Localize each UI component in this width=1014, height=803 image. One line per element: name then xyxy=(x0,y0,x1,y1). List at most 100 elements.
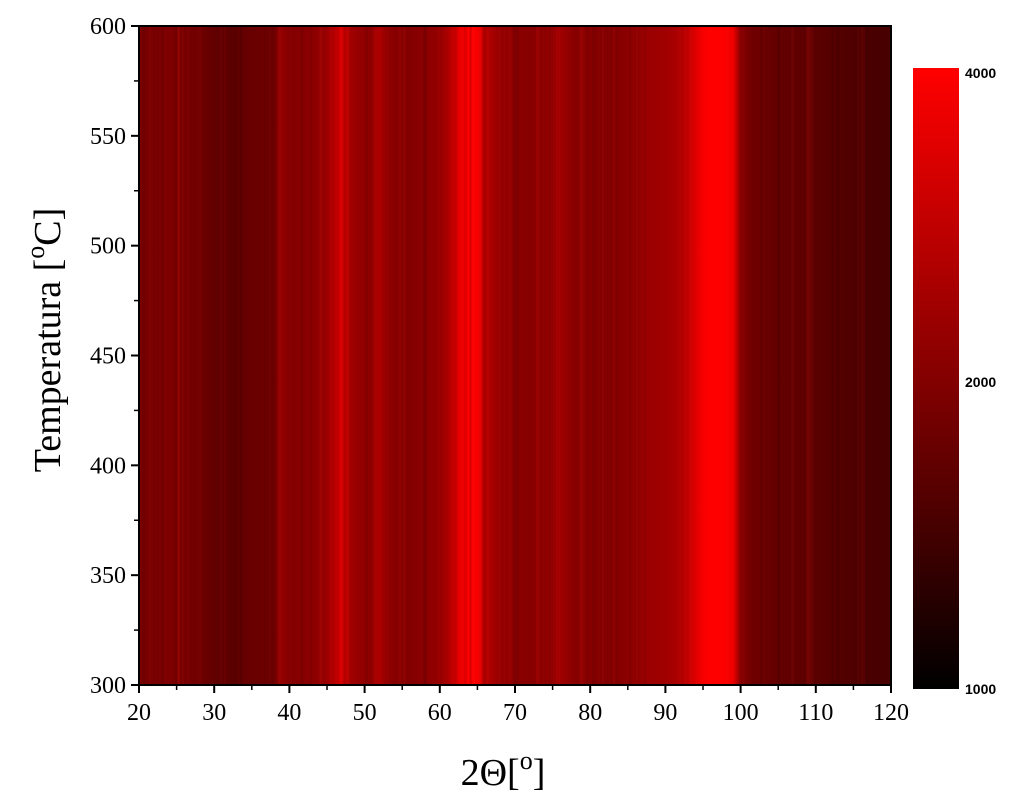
y-axis-title: Temperatura [oC] xyxy=(21,208,69,473)
heatmap-streak xyxy=(477,26,481,685)
heatmap-streak xyxy=(733,26,735,685)
heatmap-streak xyxy=(469,26,473,685)
x-axis: 20 30 40 50 60 70 80 90 100 110 120 xyxy=(127,685,909,726)
heatmap-streak xyxy=(482,26,485,685)
heatmap-streak xyxy=(277,26,281,685)
heatmap-streak xyxy=(319,26,324,685)
heatmap-streak xyxy=(346,26,350,685)
x-tick-label: 20 xyxy=(127,700,151,726)
heatmap-streak xyxy=(498,26,501,685)
heatmap-streak xyxy=(556,26,558,685)
heatmap-texture xyxy=(139,26,869,685)
y-tick-label: 400 xyxy=(90,453,126,479)
heatmap-streak xyxy=(464,26,468,685)
heatmap-streak xyxy=(510,26,512,685)
heatmap-streak xyxy=(684,26,687,685)
colorbar-gradient xyxy=(913,68,959,689)
plot-area xyxy=(138,25,892,686)
heatmap-streak xyxy=(264,26,266,685)
x-tick-label: 60 xyxy=(428,700,452,726)
heatmap-streak xyxy=(337,26,340,685)
heatmap-streak xyxy=(836,26,840,685)
heatmap-streak xyxy=(516,26,519,685)
heatmap-streak xyxy=(461,26,465,685)
heatmap-streak xyxy=(219,26,223,685)
heatmap-streak xyxy=(689,26,693,685)
heatmap-streak xyxy=(831,26,834,685)
heatmap-streak xyxy=(634,26,636,685)
heatmap-streak xyxy=(615,26,618,685)
x-tick-label: 110 xyxy=(798,700,833,726)
heatmap-streak xyxy=(318,26,323,685)
heatmap-streak xyxy=(149,26,151,685)
y-tick-label: 550 xyxy=(90,124,126,150)
heatmap-streak xyxy=(239,26,241,685)
heatmap-streak xyxy=(513,26,517,685)
heatmap-streak xyxy=(403,26,406,685)
heatmap-streak xyxy=(346,26,349,685)
y-axis-title-superscript: o xyxy=(21,246,50,259)
heatmap-streak xyxy=(139,26,142,685)
x-tick-label: 30 xyxy=(202,700,226,726)
heatmap-streak xyxy=(482,26,486,685)
heatmap-streak xyxy=(368,26,373,685)
heatmap-streak xyxy=(604,26,607,685)
colorbar: 1000 2000 4000 xyxy=(913,65,996,697)
heatmap-streak xyxy=(289,26,293,685)
heatmap-streak xyxy=(373,26,378,685)
heatmap-streak xyxy=(542,26,545,685)
heatmap-streak xyxy=(601,26,604,685)
x-axis-title: 2Θ[o] xyxy=(461,746,546,794)
heatmap-streak xyxy=(608,26,610,685)
heatmap-streak xyxy=(424,26,427,685)
heatmap-streak xyxy=(592,26,595,685)
heatmap-streak xyxy=(469,26,472,685)
x-tick-label: 40 xyxy=(277,700,301,726)
heatmap-streak xyxy=(321,26,325,685)
heatmap-streak xyxy=(488,26,491,685)
heatmap-streak xyxy=(239,26,243,685)
heatmap-streak xyxy=(751,26,755,685)
heatmap-streak xyxy=(725,26,729,685)
heatmap-streak xyxy=(635,26,640,685)
heatmap-streak xyxy=(443,26,446,685)
heatmap-streak xyxy=(597,26,600,685)
heatmap-streak xyxy=(161,26,164,685)
heatmap-streak xyxy=(438,26,440,685)
heatmap-streak xyxy=(197,26,201,685)
heatmap-streak xyxy=(174,26,177,685)
heatmap-streak xyxy=(229,26,233,685)
x-tick-label: 70 xyxy=(503,700,527,726)
heatmap-streak xyxy=(536,26,539,685)
heatmap-streak xyxy=(507,26,511,685)
heatmap-streak xyxy=(157,26,159,685)
heatmap-streak xyxy=(234,26,238,685)
heatmap-streak xyxy=(267,26,272,685)
heatmap-streak xyxy=(742,26,745,685)
heatmap-streak xyxy=(760,26,764,685)
heatmap-streak xyxy=(808,26,812,685)
heatmap-streak xyxy=(582,26,585,685)
heatmap-streak xyxy=(644,26,646,685)
heatmap-streak xyxy=(365,26,368,685)
y-tick-label: 500 xyxy=(90,234,126,260)
heatmap-streak xyxy=(266,26,271,685)
heatmap-streak xyxy=(807,26,809,685)
heatmap-streak xyxy=(857,26,860,685)
colorbar-ticks: 1000 2000 4000 xyxy=(965,65,996,697)
y-tick-label: 350 xyxy=(90,563,126,589)
heatmap-streak xyxy=(791,26,794,685)
heatmap-streak xyxy=(360,26,365,685)
heatmap-streak xyxy=(613,26,616,685)
heatmap-streak xyxy=(141,26,146,685)
heatmap-streak xyxy=(777,26,781,685)
y-axis-title-main: Temperatura [ xyxy=(27,259,69,473)
heatmap-streak xyxy=(542,26,547,685)
heatmap-streak xyxy=(557,26,561,685)
heatmap-streak xyxy=(629,26,632,685)
heatmap-streak xyxy=(763,26,765,685)
heatmap-streak xyxy=(423,26,427,685)
heatmap-streak xyxy=(200,26,202,685)
colorbar-tick-label: 1000 xyxy=(965,681,996,697)
